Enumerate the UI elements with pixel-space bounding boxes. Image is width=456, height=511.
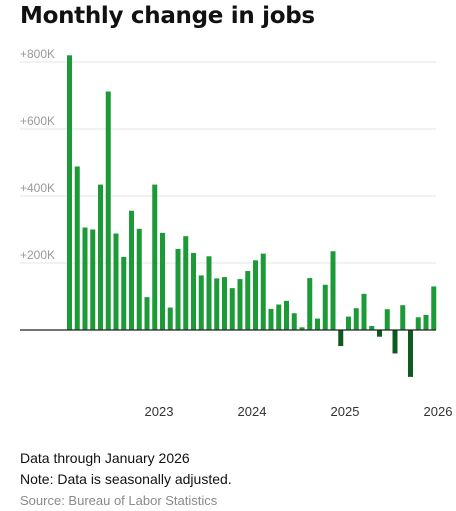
bar bbox=[67, 55, 72, 331]
bar bbox=[299, 327, 305, 330]
bar bbox=[400, 305, 406, 330]
bar bbox=[113, 233, 119, 330]
bar bbox=[229, 288, 235, 330]
bar bbox=[276, 304, 282, 330]
bar bbox=[423, 314, 429, 330]
bar bbox=[191, 252, 196, 330]
chart-notes: Data through January 2026 Note: Data is … bbox=[20, 448, 232, 511]
bar bbox=[183, 236, 189, 330]
chart-title: Monthly change in jobs bbox=[20, 3, 315, 29]
y-tick-label: +600K bbox=[20, 114, 55, 128]
bar bbox=[129, 210, 134, 330]
bar-chart: +200K +400K +600K +800K 2023 2024 2025 2026 bbox=[20, 47, 453, 419]
bar bbox=[237, 279, 243, 330]
y-axis-tick-labels: +200K +400K +600K +800K bbox=[20, 47, 55, 262]
x-axis-year-labels: 2023 2024 2025 2026 bbox=[145, 404, 453, 419]
bar bbox=[377, 330, 382, 337]
seasonal-adjustment-note: Note: Data is seasonally adjusted. bbox=[20, 471, 232, 487]
y-tick-label: +400K bbox=[20, 181, 55, 195]
bar bbox=[284, 300, 289, 330]
bar bbox=[175, 248, 181, 330]
data-through-note: Data through January 2026 bbox=[20, 450, 190, 466]
bar bbox=[144, 297, 150, 330]
bars bbox=[67, 55, 437, 377]
bar bbox=[98, 184, 103, 330]
bar bbox=[152, 184, 158, 330]
bar bbox=[384, 309, 390, 330]
bar bbox=[392, 330, 398, 354]
bar bbox=[160, 232, 165, 330]
bar bbox=[338, 330, 344, 347]
source-note: Source: Bureau of Labor Statistics bbox=[20, 493, 218, 508]
bar bbox=[253, 260, 258, 330]
bar bbox=[206, 256, 212, 330]
y-tick-label: +800K bbox=[20, 47, 55, 61]
bar bbox=[74, 166, 80, 330]
bar bbox=[198, 275, 204, 330]
bar bbox=[307, 278, 313, 330]
bar bbox=[315, 318, 320, 330]
bar bbox=[82, 227, 88, 330]
bar bbox=[245, 271, 251, 330]
bar bbox=[408, 330, 413, 377]
x-year-label: 2024 bbox=[238, 404, 267, 419]
bar bbox=[121, 256, 127, 330]
bar bbox=[415, 317, 421, 330]
bar bbox=[105, 91, 111, 330]
x-year-label: 2023 bbox=[145, 404, 174, 419]
bar bbox=[369, 325, 375, 330]
bar bbox=[260, 253, 266, 330]
bar bbox=[431, 286, 437, 330]
bar bbox=[361, 293, 367, 330]
bar bbox=[167, 307, 173, 330]
bar bbox=[214, 278, 220, 330]
bar bbox=[330, 251, 336, 330]
bar bbox=[90, 229, 96, 330]
y-tick-label: +200K bbox=[20, 248, 55, 262]
bar bbox=[222, 277, 227, 330]
bar bbox=[268, 308, 274, 330]
bar bbox=[136, 228, 142, 330]
x-year-label: 2025 bbox=[331, 404, 360, 419]
bar bbox=[353, 308, 359, 330]
bar bbox=[291, 313, 297, 330]
bar bbox=[346, 316, 351, 330]
bar bbox=[322, 284, 328, 330]
grid-lines bbox=[20, 61, 436, 264]
x-year-label: 2026 bbox=[424, 404, 453, 419]
